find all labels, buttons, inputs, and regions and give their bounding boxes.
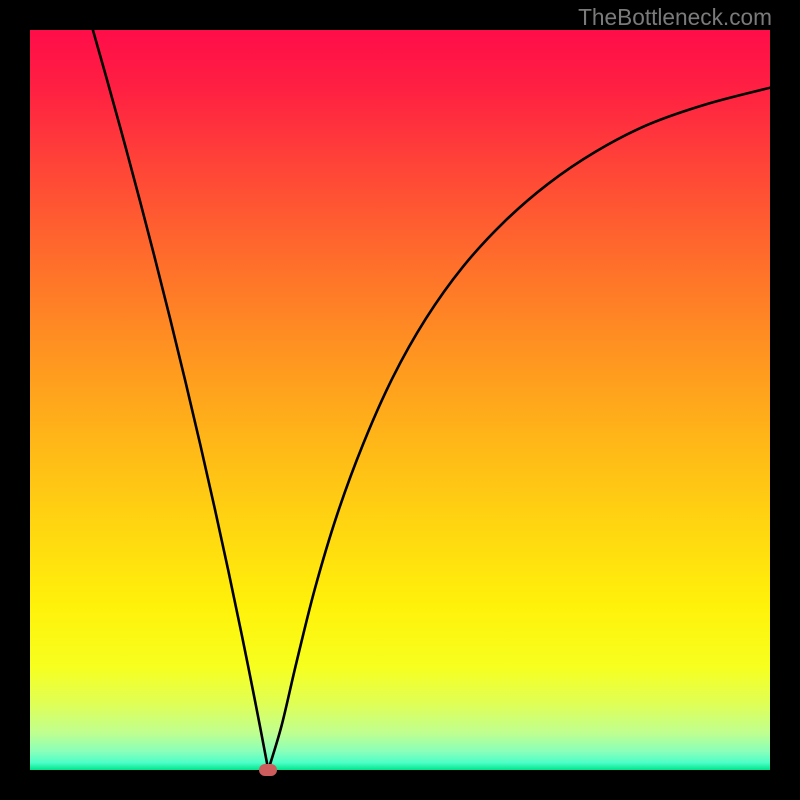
watermark-text: TheBottleneck.com: [578, 4, 772, 31]
optimal-point-marker: [259, 764, 277, 776]
plot-area: [30, 30, 770, 770]
bottleneck-curve: [30, 30, 770, 770]
chart-stage: TheBottleneck.com: [0, 0, 800, 800]
